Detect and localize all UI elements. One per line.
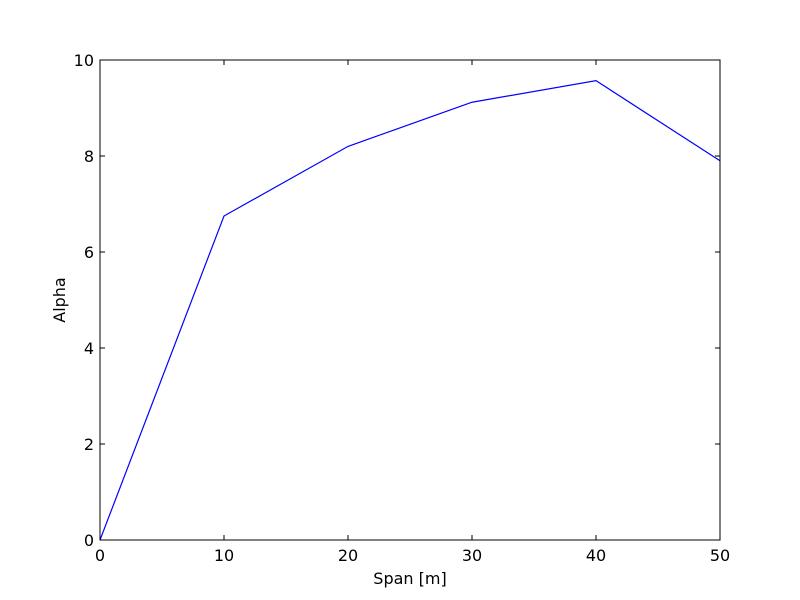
x-tick-label: 50 — [710, 546, 730, 565]
y-tick-label: 0 — [84, 531, 94, 550]
x-tick-label: 0 — [95, 546, 105, 565]
y-tick-label: 6 — [84, 243, 94, 262]
x-tick-label: 20 — [338, 546, 358, 565]
x-tick-label: 40 — [586, 546, 606, 565]
y-tick-label: 2 — [84, 435, 94, 454]
x-tick-label: 30 — [462, 546, 482, 565]
axes-frame — [99, 59, 721, 541]
series-line-0 — [99, 80, 721, 541]
y-tick-label: 10 — [74, 51, 94, 70]
axis-ticks: 0 10 20 30 40 50 0 2 4 6 8 10 — [74, 51, 731, 565]
y-tick-label: 4 — [84, 339, 94, 358]
plot-area — [99, 80, 721, 541]
y-axis-label: Alpha — [50, 277, 69, 323]
y-tick-label: 8 — [84, 147, 94, 166]
x-axis-label: Span [m] — [373, 569, 446, 588]
x-tick-label: 10 — [214, 546, 234, 565]
